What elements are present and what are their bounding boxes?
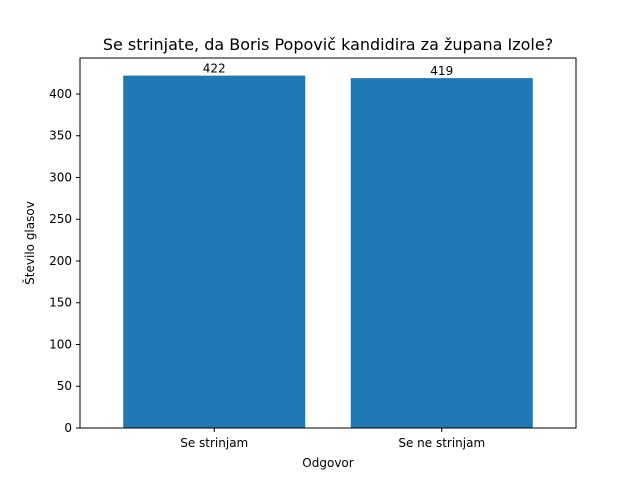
plot-frame [79, 57, 577, 429]
y-tick-label-7: 300 [49, 170, 72, 184]
bar-1 [123, 75, 306, 428]
y-tick-label-3: 100 [49, 337, 72, 351]
y-tick-label-1: 0 [64, 421, 72, 435]
chart-title: Se strinjate, da Boris Popovič kandidira… [103, 35, 553, 54]
x-axis-label: Odgovor [302, 456, 353, 470]
x-tick-label-1: Se strinjam [180, 436, 248, 450]
bar-value-label-1: 422 [203, 62, 226, 76]
x-tick-label-2: Se ne strinjam [398, 436, 485, 450]
x-axis: Se strinjam Se ne strinjam [180, 428, 485, 450]
y-tick-label-8: 350 [49, 129, 72, 143]
y-axis: 0 50 100 150 200 250 300 350 400 [49, 87, 80, 435]
data-labels-layer: 422 419 [203, 62, 453, 79]
y-tick-label-6: 250 [49, 212, 72, 226]
y-tick-label-9: 400 [49, 87, 72, 101]
y-tick-label-5: 200 [49, 254, 72, 268]
y-tick-label-4: 150 [49, 296, 72, 310]
y-tick-label-2: 50 [57, 379, 72, 393]
bar-value-label-2: 419 [430, 64, 453, 78]
y-axis-label: Število glasov [22, 201, 37, 285]
bar-2 [350, 78, 533, 429]
bars-layer [123, 75, 533, 429]
